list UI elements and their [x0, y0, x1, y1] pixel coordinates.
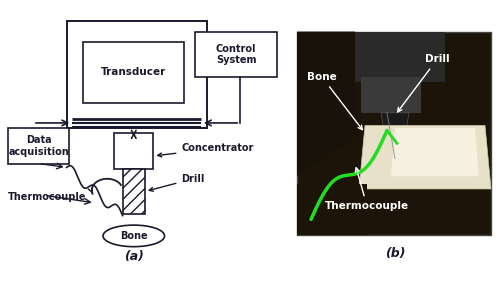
FancyBboxPatch shape	[297, 32, 491, 235]
Text: Concentrator: Concentrator	[158, 143, 254, 157]
Text: Bone: Bone	[307, 72, 362, 130]
FancyBboxPatch shape	[297, 184, 367, 235]
Polygon shape	[297, 32, 355, 176]
Polygon shape	[391, 128, 479, 176]
Text: Drill: Drill	[149, 174, 205, 191]
Text: (b): (b)	[385, 247, 405, 260]
FancyBboxPatch shape	[196, 32, 276, 77]
Text: Thermocouple: Thermocouple	[325, 168, 409, 211]
Text: Transducer: Transducer	[101, 67, 166, 77]
FancyBboxPatch shape	[345, 32, 445, 82]
Text: Thermocouple: Thermocouple	[8, 191, 86, 202]
FancyBboxPatch shape	[84, 42, 184, 103]
Text: Control
System: Control System	[216, 44, 256, 65]
FancyBboxPatch shape	[122, 169, 145, 214]
Polygon shape	[359, 125, 491, 189]
Ellipse shape	[103, 225, 164, 247]
FancyBboxPatch shape	[361, 77, 421, 113]
Text: Bone: Bone	[120, 231, 148, 241]
Text: (a): (a)	[124, 250, 144, 263]
FancyBboxPatch shape	[8, 128, 70, 164]
FancyBboxPatch shape	[66, 21, 206, 128]
FancyBboxPatch shape	[114, 133, 154, 169]
Text: Drill: Drill	[398, 54, 450, 112]
Polygon shape	[381, 113, 409, 169]
Text: Data
acquisition: Data acquisition	[8, 135, 69, 157]
